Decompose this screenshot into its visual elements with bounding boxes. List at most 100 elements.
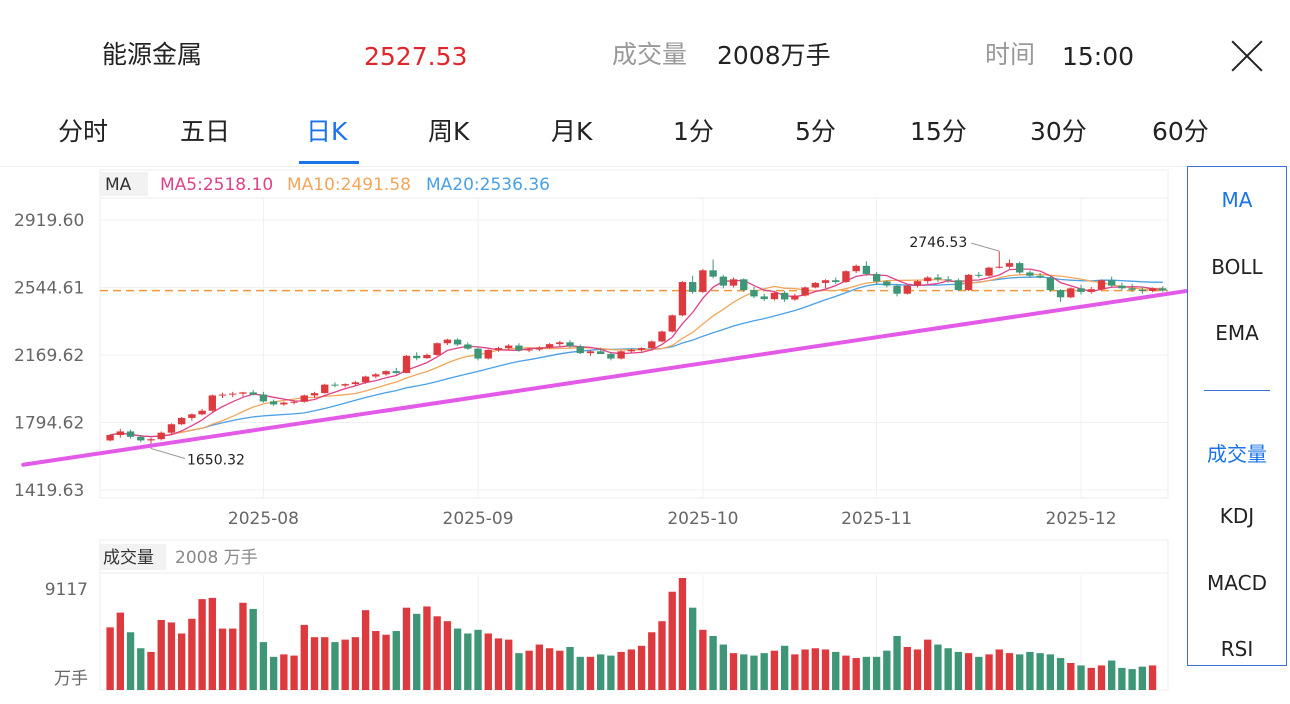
candle-body bbox=[770, 292, 779, 300]
vol-tag: 成交量 bbox=[103, 548, 154, 568]
tab-day-k[interactable]: 日K bbox=[306, 117, 348, 146]
candle-body bbox=[372, 374, 380, 377]
candle-body bbox=[596, 351, 605, 355]
volume-bar bbox=[729, 653, 738, 690]
indicator-macd[interactable]: MACD bbox=[1207, 571, 1267, 595]
volume-bar bbox=[801, 649, 809, 690]
volume-bar bbox=[290, 655, 298, 690]
indicator-ma[interactable]: MA bbox=[1221, 188, 1253, 212]
volume-bar bbox=[269, 656, 278, 690]
candle-body bbox=[545, 344, 554, 348]
volume-bar bbox=[1118, 667, 1126, 690]
volume-bar bbox=[1138, 666, 1147, 690]
tab-5min[interactable]: 5分 bbox=[795, 117, 836, 146]
volume-bar bbox=[944, 648, 952, 690]
volume-bar bbox=[341, 639, 349, 690]
candle-body bbox=[780, 292, 789, 300]
candle-body bbox=[1148, 288, 1157, 292]
volume-bar bbox=[198, 599, 206, 690]
candle-body bbox=[259, 394, 268, 402]
indicator-kdj[interactable]: KDJ bbox=[1219, 504, 1255, 528]
tab-week-k[interactable]: 周K bbox=[428, 117, 470, 146]
volume-bar bbox=[137, 648, 145, 690]
tab-60min[interactable]: 60分 bbox=[1152, 117, 1209, 146]
volume-bar bbox=[617, 651, 625, 690]
candle-body bbox=[300, 395, 308, 402]
candle-body bbox=[607, 354, 615, 359]
candle-body bbox=[1067, 288, 1075, 298]
volume-bar bbox=[995, 649, 1003, 690]
ma10-legend: MA10:2491.58 bbox=[287, 175, 411, 195]
volume-bar bbox=[239, 602, 247, 690]
volume-bar bbox=[1108, 660, 1116, 690]
y-tick-label: 2169.62 bbox=[14, 346, 84, 366]
volume-bar bbox=[750, 655, 758, 690]
volume-bar bbox=[883, 650, 891, 690]
tab-1min[interactable]: 1分 bbox=[673, 117, 714, 146]
volume-bar bbox=[218, 628, 227, 690]
tab-five-day[interactable]: 五日 bbox=[180, 117, 231, 146]
indicator-volume[interactable]: 成交量 bbox=[1207, 442, 1267, 466]
volume-bar bbox=[576, 656, 584, 690]
candle-body bbox=[1159, 288, 1167, 291]
volume-label: 成交量 bbox=[612, 40, 688, 69]
volume-bar bbox=[791, 654, 799, 690]
volume-bar bbox=[177, 633, 186, 690]
volume-bar bbox=[596, 654, 605, 690]
candle-body bbox=[627, 349, 636, 352]
volume-bar bbox=[423, 606, 431, 690]
volume-bar bbox=[985, 654, 993, 690]
candle-body bbox=[1097, 280, 1106, 290]
volume-bar bbox=[964, 653, 973, 690]
volume-bar bbox=[1056, 658, 1065, 690]
tab-intraday[interactable]: 分时 bbox=[58, 117, 109, 146]
volume-bar bbox=[351, 637, 360, 690]
indicator-rsi[interactable]: RSI bbox=[1220, 637, 1254, 661]
volume-bar bbox=[484, 633, 492, 690]
tab-month-k[interactable]: 月K bbox=[551, 117, 593, 146]
volume-bar bbox=[1016, 654, 1024, 690]
candle-body bbox=[1087, 289, 1095, 292]
candle-body bbox=[872, 273, 881, 282]
indicator-boll[interactable]: BOLL bbox=[1211, 255, 1263, 279]
volume-bar bbox=[913, 649, 922, 690]
indicator-ema[interactable]: EMA bbox=[1215, 321, 1259, 345]
max-price-label: 2746.53 bbox=[909, 235, 967, 251]
volume-bar bbox=[586, 656, 595, 690]
min-price-label: 1650.32 bbox=[187, 452, 245, 468]
candle-body bbox=[464, 344, 472, 349]
candle-body bbox=[688, 282, 697, 292]
volume-bar bbox=[1067, 662, 1075, 690]
volume-bar bbox=[300, 624, 308, 690]
volume-bar bbox=[811, 648, 819, 690]
volume-bar bbox=[556, 650, 564, 690]
volume-bar bbox=[157, 619, 165, 690]
volume-bar bbox=[607, 655, 615, 690]
candle-body bbox=[310, 393, 319, 396]
candle-body bbox=[535, 347, 544, 350]
candle-body bbox=[1046, 277, 1055, 291]
candle-body bbox=[494, 348, 503, 350]
volume-bar bbox=[1036, 653, 1044, 690]
volume-bar bbox=[1097, 665, 1106, 690]
volume-bar bbox=[668, 591, 676, 690]
volume-bar bbox=[310, 637, 319, 690]
volume-bar bbox=[934, 644, 942, 690]
volume-bar bbox=[678, 578, 687, 690]
volume-bar bbox=[505, 639, 513, 690]
candle-body bbox=[862, 265, 871, 274]
min-label-leader bbox=[150, 447, 186, 459]
volume-bar bbox=[433, 616, 441, 690]
ma-tag: MA bbox=[105, 175, 132, 195]
candle-body bbox=[740, 279, 748, 291]
tab-30min[interactable]: 30分 bbox=[1030, 117, 1087, 146]
volume-bar bbox=[545, 648, 554, 690]
x-tick-label: 2025-10 bbox=[667, 509, 738, 529]
volume-bar bbox=[760, 653, 768, 690]
volume-bar bbox=[116, 612, 125, 690]
time-label: 时间 bbox=[985, 40, 1036, 69]
tab-15min[interactable]: 15分 bbox=[910, 117, 967, 146]
volume-bar bbox=[862, 656, 871, 690]
candle-body bbox=[637, 348, 646, 350]
